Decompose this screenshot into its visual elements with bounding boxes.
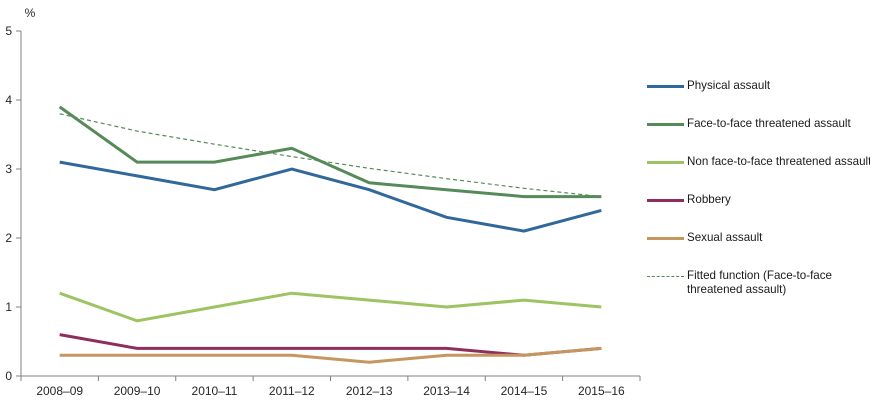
series-line-physical-assault (59, 160, 602, 233)
y-axis-unit-label: % (25, 6, 36, 20)
y-tick-label: 0 (5, 369, 12, 383)
y-tick-label: 5 (5, 24, 12, 38)
legend-label: Physical assault (687, 79, 771, 92)
x-tick-label: 2013–14 (423, 384, 470, 398)
y-tick-label: 1 (5, 300, 12, 314)
legend: Physical assault Face-to-face threatened… (647, 0, 870, 413)
x-tick-label: 2009–10 (114, 384, 161, 398)
x-tick-label: 2011–12 (269, 384, 315, 398)
legend-label: Non face-to-face threatened assault (687, 155, 870, 168)
legend-swatch-robbery (647, 199, 684, 202)
y-tick-label: 4 (5, 93, 12, 107)
legend-swatch-physical-assault (647, 85, 684, 88)
legend-swatch-face-to-face-threatened-assault (647, 123, 684, 126)
legend-label: Face-to-face threatened assault (687, 117, 851, 130)
legend-label: Robbery (687, 193, 731, 206)
legend-swatch-non-face-to-face-threatened-assault (647, 161, 684, 164)
legend-item-sexual-assault: Sexual assault (647, 231, 870, 245)
x-tick-label: 2015–16 (578, 384, 625, 398)
x-tick-label: 2008–09 (36, 384, 83, 398)
series-line-non-face-to-face-threatened-assault (59, 291, 602, 323)
y-tick-label: 3 (5, 162, 12, 176)
legend-item-robbery: Robbery (647, 193, 870, 207)
series-line-face-to-face-threatened-assault (58, 105, 602, 199)
x-tick-label: 2010–11 (192, 384, 238, 398)
legend-item-physical-assault: Physical assault (647, 79, 870, 93)
legend-swatch-sexual-assault (647, 237, 684, 240)
legend-swatch-fitted-function (647, 276, 684, 277)
legend-item-non-face-to-face-threatened-assault: Non face-to-face threatened assault (647, 155, 870, 169)
series-line-robbery (59, 333, 602, 357)
legend-item-face-to-face-threatened-assault: Face-to-face threatened assault (647, 117, 870, 131)
legend-label: Sexual assault (687, 231, 763, 244)
legend-label: Fitted function (Face-to-face threatened… (687, 269, 832, 296)
series-line-sexual-assault (59, 346, 602, 364)
y-tick-label: 2 (5, 231, 12, 245)
legend-item-fitted-function: Fitted function (Face-to-face threatened… (647, 269, 870, 297)
x-tick-label: 2014–15 (501, 384, 548, 398)
series-line-fitted-function-face-to-face-threatened-assault (59, 113, 602, 198)
x-tick-label: 2012–13 (346, 384, 393, 398)
